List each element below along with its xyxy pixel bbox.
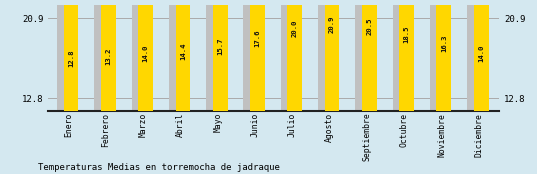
- Bar: [355, 0, 376, 111]
- Text: 20.5: 20.5: [366, 17, 372, 35]
- Bar: [318, 0, 338, 111]
- Text: 20.9: 20.9: [329, 15, 335, 33]
- Text: Temperaturas Medias en torremocha de jadraque: Temperaturas Medias en torremocha de jad…: [38, 163, 279, 172]
- Bar: [138, 0, 153, 111]
- Text: 12.8: 12.8: [68, 49, 74, 67]
- Text: 14.0: 14.0: [143, 44, 149, 62]
- Text: 14.4: 14.4: [180, 43, 186, 60]
- Bar: [437, 0, 451, 111]
- Bar: [176, 0, 190, 111]
- Text: 14.0: 14.0: [478, 44, 484, 62]
- Bar: [243, 0, 264, 111]
- Bar: [430, 0, 451, 111]
- Bar: [325, 0, 339, 111]
- Bar: [101, 0, 116, 111]
- Bar: [287, 0, 302, 111]
- Text: 15.7: 15.7: [217, 37, 223, 55]
- Bar: [169, 0, 190, 111]
- Text: 16.3: 16.3: [441, 35, 447, 52]
- Bar: [57, 0, 77, 111]
- Text: 20.0: 20.0: [292, 19, 297, 37]
- Text: 17.6: 17.6: [255, 29, 260, 47]
- Bar: [281, 0, 301, 111]
- Bar: [95, 0, 115, 111]
- Bar: [64, 0, 78, 111]
- Bar: [399, 0, 414, 111]
- Bar: [362, 0, 376, 111]
- Bar: [467, 0, 488, 111]
- Text: 18.5: 18.5: [404, 26, 410, 43]
- Bar: [206, 0, 227, 111]
- Bar: [132, 0, 152, 111]
- Bar: [213, 0, 228, 111]
- Bar: [474, 0, 489, 111]
- Bar: [393, 0, 413, 111]
- Text: 13.2: 13.2: [105, 48, 111, 65]
- Bar: [250, 0, 265, 111]
